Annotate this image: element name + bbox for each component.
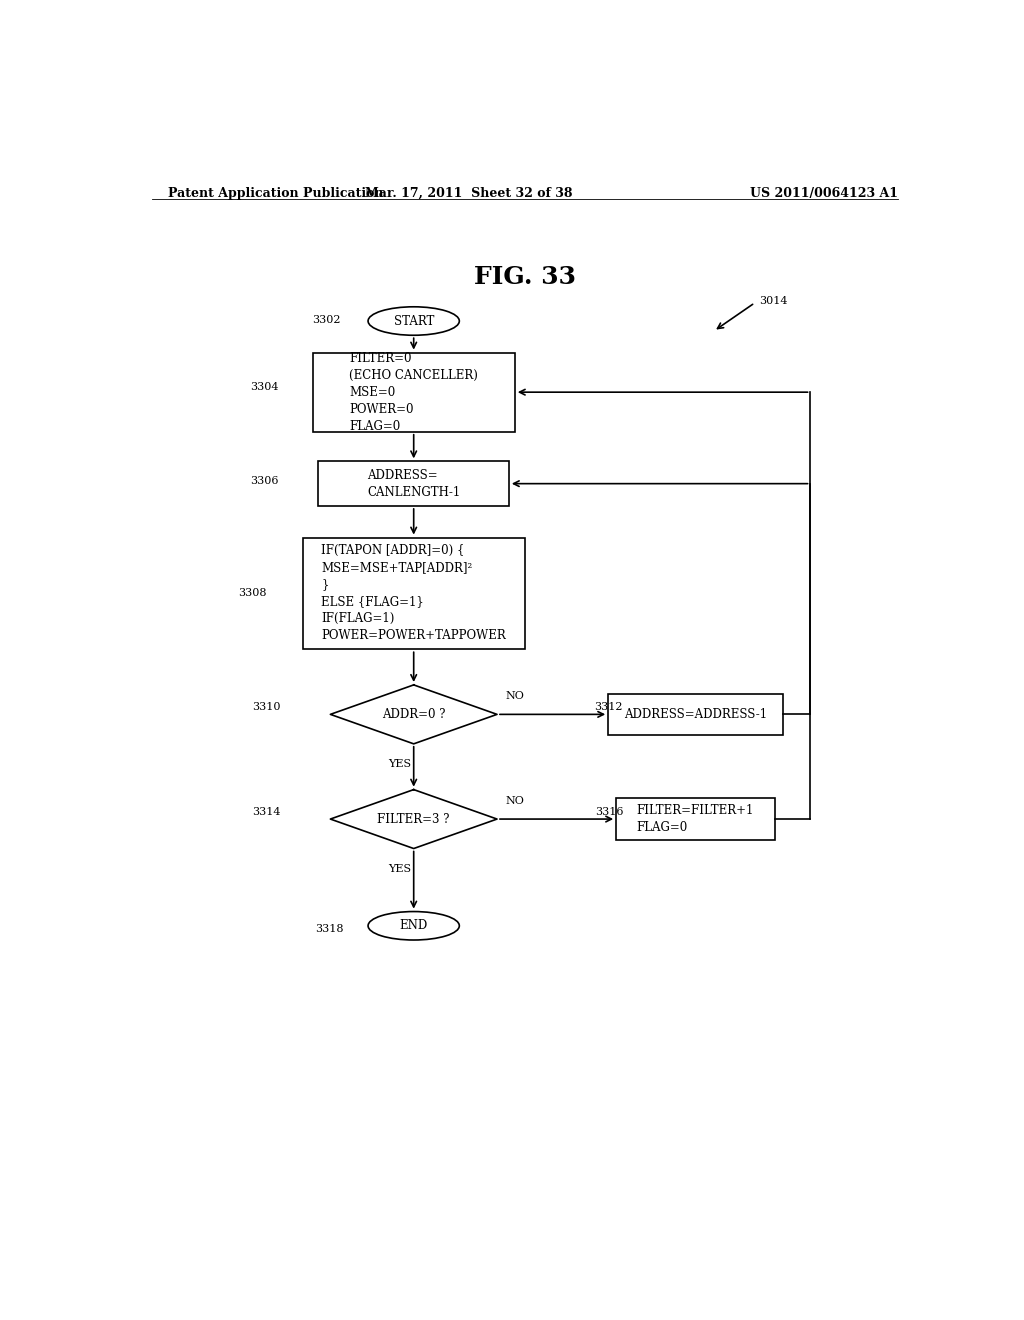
Text: 3308: 3308 [239,589,267,598]
Polygon shape [331,685,497,744]
Text: YES: YES [388,863,411,874]
Text: FILTER=0
(ECHO CANCELLER)
MSE=0
POWER=0
FLAG=0: FILTER=0 (ECHO CANCELLER) MSE=0 POWER=0 … [349,351,478,433]
Text: 3312: 3312 [594,702,623,713]
Text: US 2011/0064123 A1: US 2011/0064123 A1 [750,187,898,199]
Text: 3318: 3318 [315,924,344,933]
Text: NO: NO [505,796,524,805]
Text: 3306: 3306 [250,475,279,486]
Text: 3302: 3302 [312,315,341,325]
Text: ADDR=0 ?: ADDR=0 ? [382,708,445,721]
Text: ADDRESS=
CANLENGTH-1: ADDRESS= CANLENGTH-1 [367,469,461,499]
Ellipse shape [368,912,460,940]
FancyBboxPatch shape [303,537,524,649]
Text: START: START [393,314,434,327]
Text: IF(TAPON [ADDR]=0) {
MSE=MSE+TAP[ADDR]²
}
ELSE {FLAG=1}
IF(FLAG=1)
POWER=POWER+T: IF(TAPON [ADDR]=0) { MSE=MSE+TAP[ADDR]² … [322,544,506,643]
Text: Patent Application Publication: Patent Application Publication [168,187,383,199]
FancyBboxPatch shape [616,797,775,841]
Text: 3316: 3316 [596,807,624,817]
Text: 3314: 3314 [252,807,281,817]
Text: ADDRESS=ADDRESS-1: ADDRESS=ADDRESS-1 [624,708,767,721]
Text: 3304: 3304 [250,381,279,392]
Text: NO: NO [505,692,524,701]
FancyBboxPatch shape [312,352,515,432]
Ellipse shape [368,306,460,335]
Text: 3310: 3310 [252,702,281,713]
Text: FILTER=FILTER+1
FLAG=0: FILTER=FILTER+1 FLAG=0 [637,804,754,834]
FancyBboxPatch shape [318,461,509,506]
Text: END: END [399,919,428,932]
Text: 3014: 3014 [759,296,787,306]
Text: YES: YES [388,759,411,770]
Polygon shape [331,789,497,849]
Text: Mar. 17, 2011  Sheet 32 of 38: Mar. 17, 2011 Sheet 32 of 38 [366,187,573,199]
Text: FILTER=3 ?: FILTER=3 ? [378,813,450,825]
FancyBboxPatch shape [608,694,782,735]
Text: FIG. 33: FIG. 33 [474,265,575,289]
